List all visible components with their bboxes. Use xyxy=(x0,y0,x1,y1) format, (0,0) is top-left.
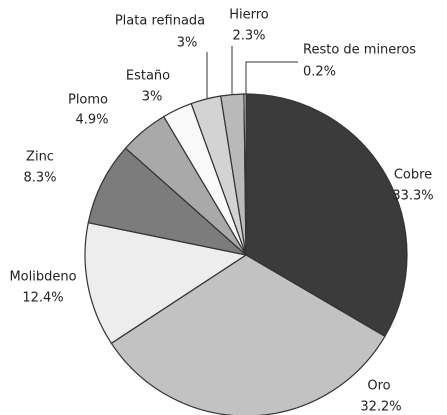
value-label: 3% xyxy=(142,90,163,105)
value-label: 0.2% xyxy=(303,65,336,80)
slice-label: Cobre xyxy=(394,168,432,183)
slice-label: Plata refinada xyxy=(115,14,205,29)
pie-slice xyxy=(245,93,408,338)
slice-label: Oro xyxy=(367,379,390,394)
value-label: 3% xyxy=(177,36,198,51)
leader-line xyxy=(245,61,298,94)
slice-label: Plomo xyxy=(68,93,108,108)
value-label: 33.3% xyxy=(392,189,433,204)
pie-slice xyxy=(84,222,248,345)
slice-label: Hierro xyxy=(229,8,269,23)
value-label: 8.3% xyxy=(23,171,56,186)
slice-label: Resto de mineros xyxy=(303,43,416,58)
slice-label: Zinc xyxy=(26,150,54,165)
value-label: 2.3% xyxy=(232,29,265,44)
value-label: 32.2% xyxy=(360,400,401,415)
value-label: 12.4% xyxy=(22,291,63,306)
pie-slice xyxy=(110,254,386,415)
slice-label: Molibdeno xyxy=(9,270,76,285)
value-label: 4.9% xyxy=(75,113,108,128)
slice-label: Estaño xyxy=(126,69,170,84)
